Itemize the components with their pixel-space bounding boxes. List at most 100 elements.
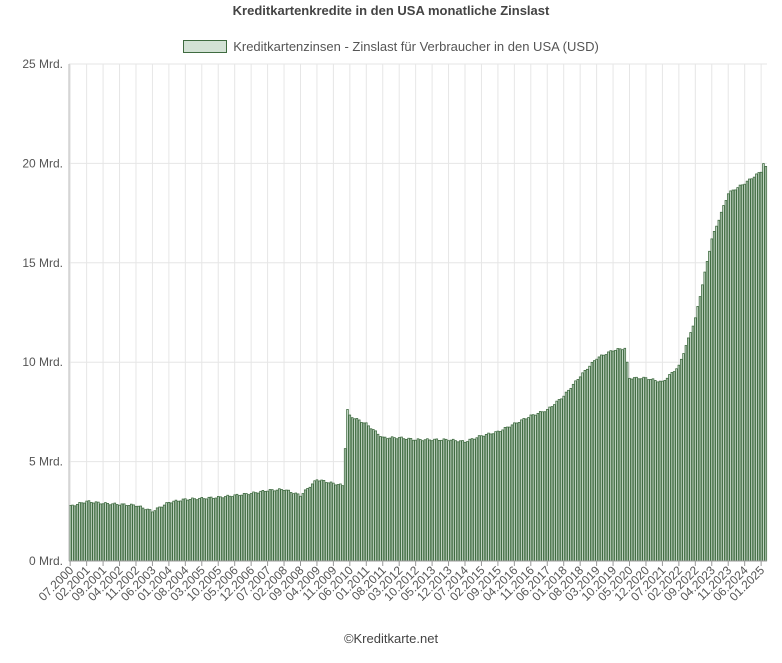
bar <box>560 398 563 562</box>
bar <box>517 422 521 562</box>
bar <box>719 211 723 562</box>
bar <box>233 494 236 562</box>
bar <box>449 439 453 562</box>
bar <box>376 433 380 562</box>
bar <box>181 498 185 562</box>
bar <box>238 495 241 562</box>
bar <box>259 490 262 562</box>
bar <box>289 492 293 562</box>
axes <box>68 64 767 566</box>
bar <box>97 501 100 562</box>
bar <box>141 507 145 562</box>
bar <box>186 499 189 562</box>
bar <box>757 172 761 562</box>
bar <box>538 411 542 562</box>
bar <box>271 489 274 562</box>
bar <box>621 349 624 562</box>
bar <box>489 433 493 562</box>
bar <box>296 493 300 562</box>
bar <box>350 417 354 562</box>
bar <box>193 498 196 562</box>
bar <box>287 489 290 562</box>
bar <box>527 417 530 562</box>
bar <box>115 504 119 562</box>
bar <box>752 176 756 562</box>
bar <box>647 379 650 562</box>
bar <box>715 225 718 562</box>
bar <box>397 437 401 562</box>
bar <box>562 395 565 562</box>
y-tick-label: 10 Mrd. <box>22 355 63 369</box>
bar <box>144 509 147 562</box>
bar <box>360 422 363 562</box>
bar <box>125 505 128 562</box>
bar <box>750 178 753 562</box>
bar <box>442 438 446 562</box>
x-axis-ticks: 07.200002.200109.200104.200211.200206.20… <box>36 563 768 604</box>
bar <box>430 440 434 562</box>
bar <box>456 441 460 562</box>
bar <box>428 439 431 562</box>
bar <box>195 499 199 562</box>
bar <box>421 440 424 562</box>
bar <box>219 496 222 562</box>
bar <box>104 502 107 562</box>
bar <box>473 438 476 562</box>
bar <box>482 435 486 562</box>
bar <box>167 502 171 562</box>
bar <box>214 497 218 562</box>
bar <box>146 508 149 562</box>
bar <box>379 436 382 562</box>
bar <box>127 505 131 562</box>
bar <box>99 503 102 562</box>
bar <box>524 418 528 562</box>
bar <box>252 491 255 562</box>
bar <box>614 349 617 562</box>
bar <box>611 350 615 562</box>
bar <box>602 354 605 562</box>
bar <box>581 372 584 562</box>
bar <box>736 187 739 562</box>
bar <box>400 436 403 562</box>
bar <box>684 345 688 562</box>
bar <box>491 433 495 562</box>
bar <box>388 437 392 562</box>
bar <box>701 284 704 562</box>
bar <box>160 506 164 562</box>
bar <box>480 435 483 562</box>
bar <box>670 372 674 562</box>
bar <box>567 389 570 562</box>
bar <box>83 502 86 562</box>
bar <box>698 296 702 562</box>
bar <box>275 489 279 562</box>
bar <box>343 448 347 562</box>
bar <box>708 250 711 562</box>
bar <box>419 439 422 562</box>
bar <box>496 430 500 562</box>
bar <box>644 377 648 562</box>
bar <box>353 418 356 562</box>
bar <box>200 497 204 562</box>
bar <box>386 438 389 562</box>
bar <box>574 380 577 562</box>
bar <box>228 495 232 562</box>
bar <box>306 488 309 562</box>
bar <box>341 485 345 562</box>
bar <box>440 439 443 562</box>
bar <box>628 377 631 562</box>
bar <box>256 492 260 562</box>
chart-legend[interactable]: Kreditkartenzinsen - Zinslast für Verbra… <box>0 38 782 54</box>
bar <box>515 422 518 562</box>
bar <box>158 506 161 562</box>
bar <box>468 438 471 562</box>
bar <box>675 368 678 562</box>
bar <box>165 502 168 562</box>
bar <box>534 414 537 562</box>
bar <box>477 435 481 562</box>
bar <box>520 419 523 562</box>
bar <box>687 337 690 562</box>
bar <box>553 404 556 562</box>
bar <box>254 492 258 562</box>
bar <box>177 500 180 562</box>
bar <box>263 491 267 562</box>
